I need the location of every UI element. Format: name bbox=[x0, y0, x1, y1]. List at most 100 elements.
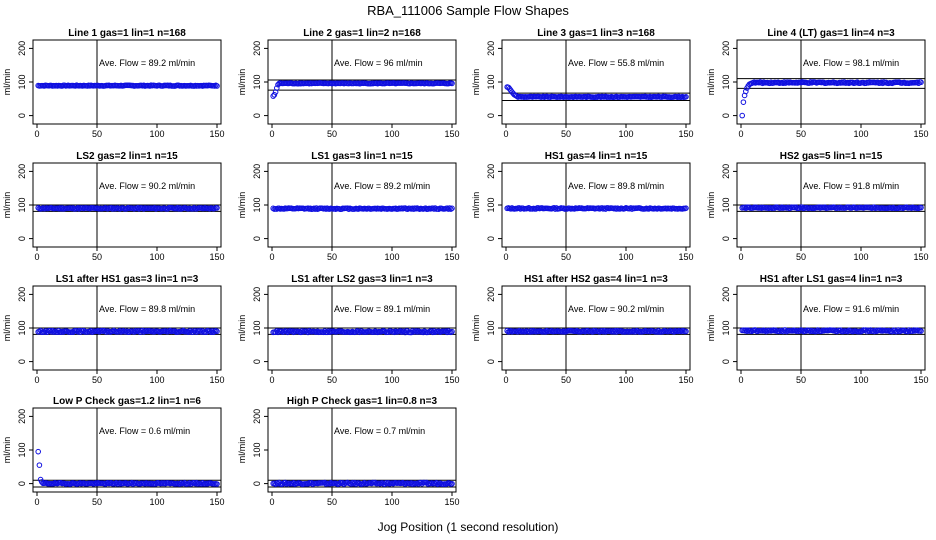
data-points bbox=[739, 79, 924, 119]
panel-9: LS1 after HS1 gas=3 lin=1 n=3 ml/min 0 50 10… bbox=[2, 274, 225, 385]
data-point bbox=[397, 328, 404, 334]
y-tick-label: 200 bbox=[252, 164, 262, 179]
data-point bbox=[918, 79, 924, 86]
data-points bbox=[504, 84, 689, 101]
y-tick-label: 200 bbox=[721, 164, 731, 179]
figure-title: RBA_111006 Sample Flow Shapes bbox=[367, 3, 569, 18]
x-tick-label: 150 bbox=[678, 129, 693, 139]
avg-flow-annotation: Ave. Flow = 98.1 ml/min bbox=[803, 58, 899, 68]
y-tick-label: 100 bbox=[721, 320, 731, 335]
y-tick-label: 200 bbox=[252, 409, 262, 424]
data-point bbox=[683, 94, 689, 100]
y-tick-label: 200 bbox=[486, 41, 496, 56]
data-point bbox=[274, 85, 280, 91]
x-tick-label: 100 bbox=[149, 375, 164, 385]
y-tick-label: 200 bbox=[17, 41, 27, 56]
x-tick-label: 150 bbox=[444, 252, 459, 262]
data-point bbox=[449, 205, 455, 212]
y-tick-label: 200 bbox=[252, 287, 262, 302]
y-tick-label: 0 bbox=[486, 113, 496, 118]
x-tick-label: 150 bbox=[209, 252, 224, 262]
data-points bbox=[35, 448, 220, 487]
panel-3: Line 3 gas=1 lin=3 n=168 ml/min 0 50 100 150 0… bbox=[471, 28, 694, 139]
y-axis-label: ml/min bbox=[237, 437, 247, 464]
data-point bbox=[282, 479, 289, 486]
panel-10: LS1 after LS2 gas=3 lin=1 n=3 ml/min 0 50 10… bbox=[237, 274, 460, 385]
avg-flow-annotation: Ave. Flow = 90.2 ml/min bbox=[99, 181, 195, 191]
x-tick-label: 0 bbox=[738, 375, 743, 385]
data-point bbox=[193, 479, 200, 486]
data-point bbox=[214, 328, 220, 335]
x-tick-label: 0 bbox=[34, 375, 39, 385]
panel-title: High P Check gas=1 lin=0.8 n=3 bbox=[287, 396, 438, 407]
y-tick-label: 0 bbox=[252, 359, 262, 364]
panel-11: HS1 after HS2 gas=4 lin=1 n=3 ml/min 0 50 10… bbox=[471, 274, 694, 385]
panel-title: HS1 after HS2 gas=4 lin=1 n=3 bbox=[524, 274, 668, 285]
data-points bbox=[270, 479, 455, 487]
x-tick-label: 0 bbox=[503, 252, 508, 262]
data-point bbox=[776, 328, 783, 335]
x-tick-label: 0 bbox=[269, 497, 274, 507]
panel-title: HS1 gas=4 lin=1 n=15 bbox=[545, 151, 648, 162]
plot-frame bbox=[501, 162, 691, 248]
x-tick-label: 100 bbox=[853, 375, 868, 385]
data-point bbox=[298, 329, 304, 336]
y-tick-label: 0 bbox=[17, 481, 27, 486]
data-point bbox=[214, 83, 220, 89]
panel-13: Low P Check gas=1.2 lin=1 n=6 ml/min 0 50 10… bbox=[2, 396, 225, 507]
y-axis-label: ml/min bbox=[706, 69, 716, 96]
x-tick-label: 0 bbox=[503, 129, 508, 139]
x-tick-label: 100 bbox=[149, 252, 164, 262]
y-tick-label: 0 bbox=[252, 481, 262, 486]
y-axis-label: ml/min bbox=[2, 437, 12, 464]
y-axis-label: ml/min bbox=[2, 69, 12, 96]
data-points bbox=[270, 205, 455, 213]
data-point bbox=[36, 462, 43, 468]
x-tick-label: 150 bbox=[444, 129, 459, 139]
y-axis-label: ml/min bbox=[471, 315, 481, 342]
y-tick-label: 100 bbox=[252, 320, 262, 335]
avg-flow-annotation: Ave. Flow = 0.7 ml/min bbox=[334, 426, 425, 436]
y-tick-label: 0 bbox=[17, 359, 27, 364]
avg-flow-annotation: Ave. Flow = 89.2 ml/min bbox=[99, 58, 195, 68]
y-tick-label: 0 bbox=[252, 236, 262, 241]
avg-flow-annotation: Ave. Flow = 90.2 ml/min bbox=[568, 304, 664, 314]
data-points bbox=[504, 327, 689, 335]
y-tick-label: 100 bbox=[721, 74, 731, 89]
figure-xlabel: Jog Position (1 second resolution) bbox=[378, 520, 559, 534]
x-tick-label: 50 bbox=[92, 375, 102, 385]
data-point bbox=[177, 481, 183, 487]
y-axis-label: ml/min bbox=[237, 69, 247, 96]
data-point bbox=[49, 327, 56, 334]
y-tick-label: 0 bbox=[17, 113, 27, 118]
x-tick-label: 100 bbox=[149, 497, 164, 507]
y-axis-label: ml/min bbox=[237, 315, 247, 342]
x-tick-label: 100 bbox=[384, 129, 399, 139]
avg-flow-annotation: Ave. Flow = 0.6 ml/min bbox=[99, 426, 190, 436]
x-tick-label: 100 bbox=[149, 129, 164, 139]
panel-5: LS2 gas=2 lin=1 n=15 ml/min 0 50 100 150 0 100 2… bbox=[2, 151, 225, 262]
data-point bbox=[449, 480, 455, 487]
y-tick-label: 200 bbox=[17, 409, 27, 424]
x-tick-label: 150 bbox=[444, 375, 459, 385]
y-tick-label: 0 bbox=[486, 236, 496, 241]
panel-title: Line 1 gas=1 lin=1 n=168 bbox=[68, 28, 186, 39]
data-point bbox=[740, 99, 747, 105]
panel-1: Line 1 gas=1 lin=1 n=168 ml/min 0 50 100 150 0… bbox=[2, 28, 225, 139]
x-tick-label: 150 bbox=[678, 375, 693, 385]
y-tick-label: 0 bbox=[252, 113, 262, 118]
y-axis-label: ml/min bbox=[2, 192, 12, 219]
data-points bbox=[270, 328, 455, 336]
plot-frame bbox=[32, 407, 222, 493]
plot-frame bbox=[267, 407, 457, 493]
data-point bbox=[214, 481, 220, 487]
y-tick-label: 100 bbox=[17, 197, 27, 212]
y-axis-label: ml/min bbox=[237, 192, 247, 219]
x-tick-label: 150 bbox=[678, 252, 693, 262]
x-tick-label: 0 bbox=[269, 129, 274, 139]
data-points bbox=[739, 327, 924, 335]
x-tick-label: 50 bbox=[561, 129, 571, 139]
avg-flow-annotation: Ave. Flow = 89.1 ml/min bbox=[334, 304, 430, 314]
panel-title: LS1 after LS2 gas=3 lin=1 n=3 bbox=[291, 274, 433, 285]
